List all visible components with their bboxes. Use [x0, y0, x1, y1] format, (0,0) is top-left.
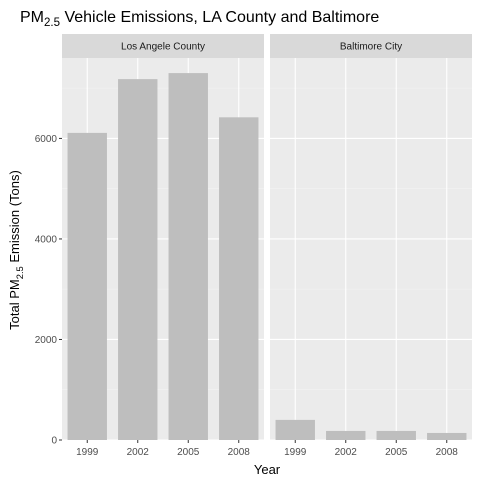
y-tick-label: 4000 — [35, 234, 58, 245]
y-tick-label: 2000 — [35, 335, 58, 346]
x-tick-label: 2002 — [335, 447, 358, 458]
x-tick-label: 2008 — [228, 447, 251, 458]
facet-strip-label: Baltimore City — [340, 42, 402, 53]
bar — [168, 73, 208, 440]
facet-strip-label: Los Angele County — [121, 42, 205, 53]
bar — [427, 432, 467, 440]
bar — [219, 117, 259, 441]
y-axis-title-subscript: 2.5 — [15, 266, 25, 279]
y-tick-label: 6000 — [35, 134, 58, 145]
chart-title: PM2.5 Vehicle Emissions, LA County and B… — [20, 9, 379, 29]
x-tick-label: 2005 — [385, 447, 408, 458]
y-axis-title-base: Total PM — [7, 279, 22, 330]
bar — [118, 79, 158, 440]
bar — [67, 132, 107, 441]
x-tick-label: 2008 — [436, 447, 459, 458]
y-axis-title: Total PM2.5 Emission (Tons) — [7, 170, 25, 330]
x-axis-title: Year — [254, 462, 281, 477]
facet-strip — [270, 34, 472, 58]
x-tick-label: 1999 — [76, 447, 99, 458]
x-tick-label: 2002 — [127, 447, 150, 458]
y-axis-title-rest: Emission (Tons) — [7, 170, 22, 266]
y-tick-label: 0 — [51, 436, 57, 447]
x-tick-label: 1999 — [284, 447, 307, 458]
bar — [326, 430, 366, 440]
chart-title-rest: Vehicle Emissions, LA County and Baltimo… — [60, 9, 379, 26]
facet-strip — [62, 34, 264, 58]
x-tick-label: 2005 — [177, 447, 200, 458]
bar — [376, 430, 416, 440]
chart-title-subscript: 2.5 — [44, 17, 60, 29]
chart-title-base: PM — [20, 9, 44, 26]
plot-area: Los Angele County 1999 2002 2005 2008 Baltimo… — [35, 34, 472, 458]
bar — [275, 419, 315, 440]
panel-background — [270, 58, 472, 440]
